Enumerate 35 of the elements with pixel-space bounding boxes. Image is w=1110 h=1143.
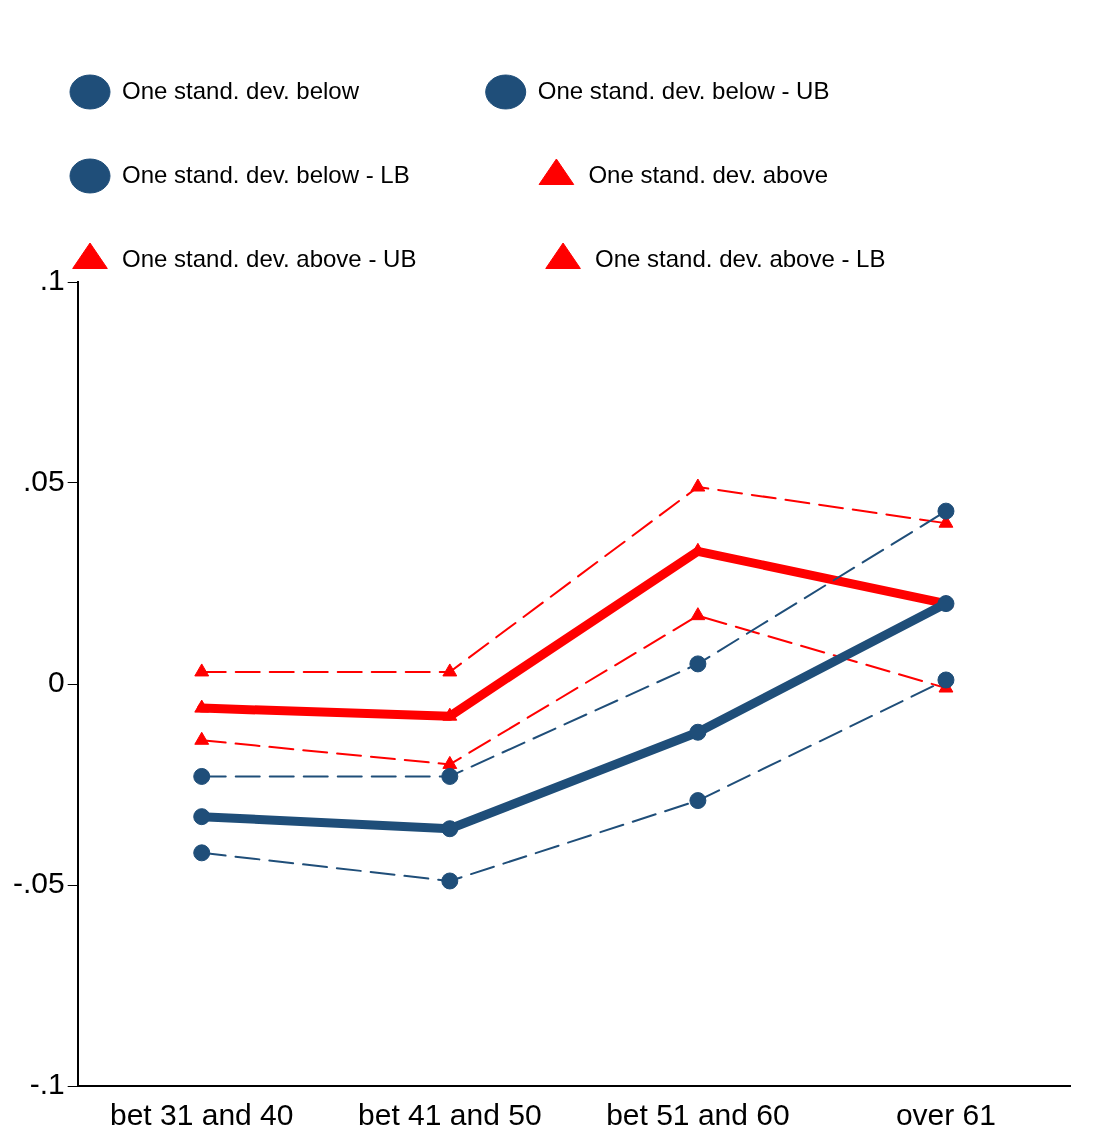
point — [690, 607, 706, 621]
legend-label: One stand. dev. above - LB — [595, 244, 953, 272]
x-tick-label: bet 41 and 50 — [358, 1098, 542, 1132]
legend-label: One stand. dev. above — [588, 160, 895, 188]
point — [193, 808, 211, 826]
point — [442, 663, 458, 677]
point — [441, 767, 459, 785]
point — [442, 707, 458, 721]
x-tick-label: bet 51 and 60 — [606, 1098, 790, 1132]
point — [193, 844, 211, 862]
y-tick-label: .1 — [39, 263, 65, 297]
point — [937, 595, 955, 613]
legend-label: One stand. dev. below — [122, 76, 426, 104]
y-tick-label: 0 — [48, 665, 65, 699]
point — [441, 820, 459, 838]
point — [193, 767, 211, 785]
x-tick-label: bet 31 and 40 — [109, 1098, 294, 1132]
legend-label: One stand. dev. above - UB — [122, 244, 484, 272]
point — [194, 731, 210, 745]
legend-label: One stand. dev. below - UB — [537, 76, 897, 104]
point — [441, 872, 459, 890]
point — [194, 663, 210, 677]
x-tick-label: over 61 — [895, 1098, 996, 1132]
point — [689, 655, 707, 673]
legend-label: One stand. dev. below - LB — [122, 160, 477, 188]
y-tick-label: -.1 — [29, 1067, 65, 1101]
point — [689, 792, 707, 810]
point — [690, 478, 706, 492]
point — [689, 723, 707, 741]
y-tick-label: .05 — [22, 464, 65, 498]
y-tick-label: -.05 — [12, 866, 65, 900]
point — [194, 699, 210, 713]
point — [442, 755, 458, 769]
point — [937, 671, 955, 689]
point — [937, 502, 955, 520]
